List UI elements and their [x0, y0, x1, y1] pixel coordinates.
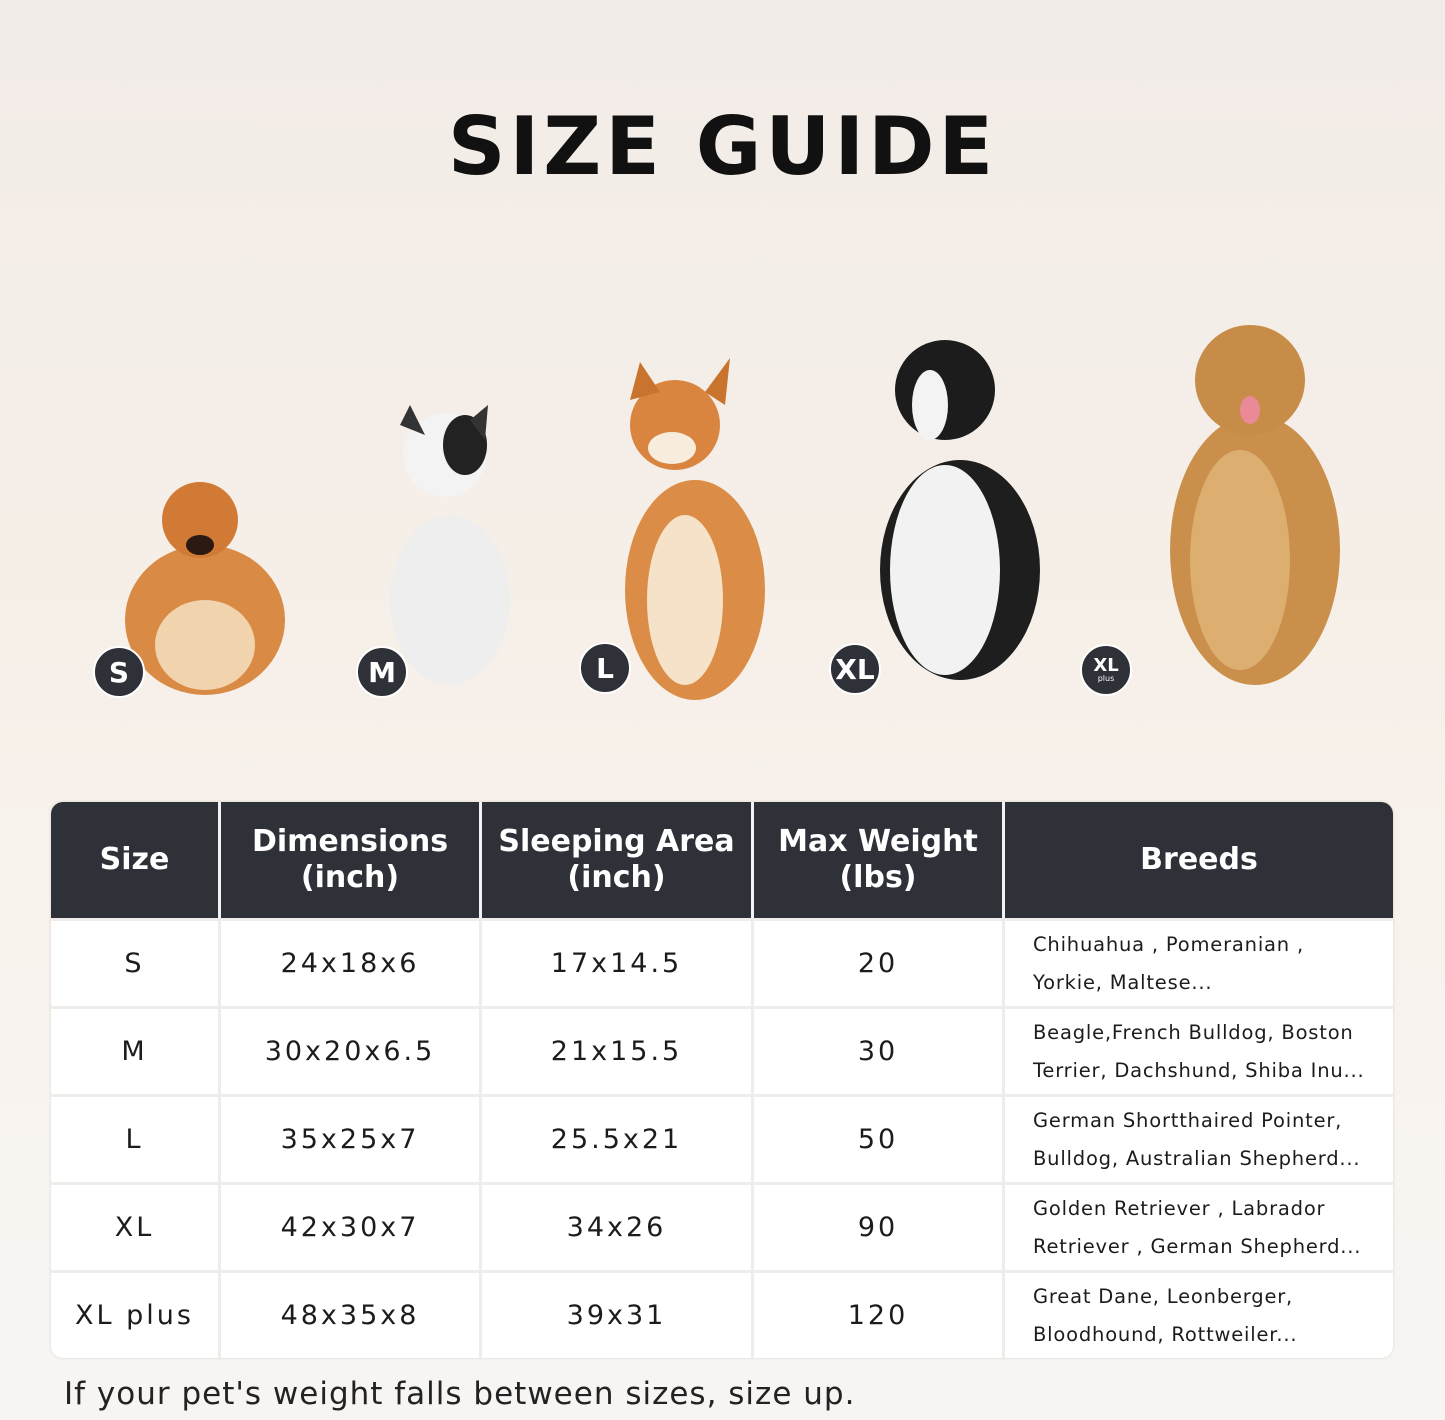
badge-sublabel: plus	[1097, 674, 1115, 683]
max-weight-cell: 120	[754, 1273, 1005, 1358]
table-row: XL 42x30x7 34x26 90 Golden Retriever , Labra…	[51, 1182, 1393, 1270]
header-max-weight: Max Weight (lbs)	[754, 802, 1005, 918]
header-line: Dimensions	[251, 824, 449, 859]
shiba-inu-image	[625, 358, 765, 700]
sleeping-area-cell: 21x15.5	[482, 1009, 754, 1094]
max-weight-cell: 20	[754, 921, 1005, 1006]
breeds-cell: Great Dane, Leonberger, Bloodhound, Rottw…	[1005, 1273, 1393, 1358]
breeds-cell: Golden Retriever , Labrador Retriever , G…	[1005, 1185, 1393, 1270]
golden-retriever-image	[1170, 325, 1340, 685]
size-badge-xl: XL	[829, 643, 881, 695]
header-size: Size	[51, 802, 221, 918]
dog-photos	[125, 325, 1340, 700]
breeds-cell: Chihuahua , Pomeranian , Yorkie, Maltese.…	[1005, 921, 1393, 1006]
header-line: Sleeping Area	[498, 824, 735, 859]
breeds-line: Beagle,French Bulldog, Boston	[1033, 1020, 1354, 1044]
size-table: Size Dimensions (inch) Sleeping Area (inch…	[51, 802, 1393, 1358]
header-dimensions: Dimensions (inch)	[221, 802, 482, 918]
page-title: SIZE GUIDE	[447, 100, 998, 193]
table-row: XL plus 48x35x8 39x31 120 Great Dane, Leonbe…	[51, 1270, 1393, 1358]
breeds-text: Golden Retriever , Labrador Retriever , G…	[1033, 1190, 1361, 1266]
size-up-note: If your pet's weight falls between sizes…	[64, 1376, 856, 1412]
breeds-line: Yorkie, Maltese...	[1033, 970, 1213, 994]
sleeping-area-cell: 17x14.5	[482, 921, 754, 1006]
header-text: Sleeping Area (inch)	[498, 824, 734, 896]
size-badge-xl-plus: XL plus	[1080, 644, 1132, 696]
breeds-line: German Shortthaired Pointer,	[1033, 1108, 1343, 1132]
header-text: Size	[99, 842, 170, 877]
header-line: Max Weight	[778, 824, 978, 859]
size-cell: M	[51, 1009, 221, 1094]
breeds-text: German Shortthaired Pointer, Bulldog, Aus…	[1033, 1102, 1360, 1178]
badge-label: M	[368, 655, 396, 689]
dimensions-cell: 42x30x7	[221, 1185, 482, 1270]
size-cell: XL	[51, 1185, 221, 1270]
size-badge-s: S	[93, 646, 145, 698]
breeds-text: Beagle,French Bulldog, Boston Terrier, Da…	[1033, 1014, 1365, 1090]
size-cell: L	[51, 1097, 221, 1182]
breeds-line: Bloodhound, Rottweiler...	[1033, 1322, 1298, 1346]
dimensions-cell: 30x20x6.5	[221, 1009, 482, 1094]
size-badge-m: M	[356, 646, 408, 698]
badge-label: XL	[1093, 655, 1119, 676]
header-sleeping-area: Sleeping Area (inch)	[482, 802, 754, 918]
breeds-line: Chihuahua , Pomeranian ,	[1033, 932, 1304, 956]
size-cell: S	[51, 921, 221, 1006]
breeds-text: Great Dane, Leonberger, Bloodhound, Rottw…	[1033, 1278, 1297, 1354]
breeds-line: Terrier, Dachshund, Shiba Inu...	[1033, 1058, 1365, 1082]
breeds-line: Great Dane, Leonberger,	[1033, 1284, 1294, 1308]
header-text: Max Weight (lbs)	[778, 824, 978, 896]
dimensions-cell: 35x25x7	[221, 1097, 482, 1182]
dimensions-cell: 48x35x8	[221, 1273, 482, 1358]
breeds-line: Retriever , German Shepherd...	[1033, 1234, 1362, 1258]
max-weight-cell: 50	[754, 1097, 1005, 1182]
breeds-cell: German Shortthaired Pointer, Bulldog, Aus…	[1005, 1097, 1393, 1182]
header-line: (inch)	[300, 860, 400, 895]
size-badge-l: L	[579, 642, 631, 694]
border-collie-image	[880, 340, 1040, 680]
table-row: M 30x20x6.5 21x15.5 30 Beagle,French Bulldog…	[51, 1006, 1393, 1094]
badge-label: S	[108, 655, 130, 689]
sleeping-area-cell: 39x31	[482, 1273, 754, 1358]
header-text: Dimensions (inch)	[252, 824, 448, 896]
table-row: S 24x18x6 17x14.5 20 Chihuahua , Pomeranian …	[51, 918, 1393, 1006]
size-cell: XL plus	[51, 1273, 221, 1358]
french-bulldog-image	[390, 405, 510, 685]
header-breeds: Breeds	[1005, 802, 1393, 918]
header-text: Breeds	[1140, 842, 1258, 877]
table-row: L 35x25x7 25.5x21 50 German Shortthaired Poi…	[51, 1094, 1393, 1182]
breeds-line: Golden Retriever , Labrador	[1033, 1196, 1326, 1220]
header-line: (inch)	[567, 860, 666, 895]
sleeping-area-cell: 34x26	[482, 1185, 754, 1270]
breeds-line: Bulldog, Australian Shepherd...	[1033, 1146, 1361, 1170]
badge-label: XL	[835, 652, 875, 686]
breeds-cell: Beagle,French Bulldog, Boston Terrier, Da…	[1005, 1009, 1393, 1094]
max-weight-cell: 90	[754, 1185, 1005, 1270]
breeds-text: Chihuahua , Pomeranian , Yorkie, Maltese.…	[1033, 926, 1304, 1002]
pomeranian-image	[125, 482, 285, 695]
badge-label: L	[596, 651, 614, 685]
header-line: (lbs)	[839, 860, 917, 895]
max-weight-cell: 30	[754, 1009, 1005, 1094]
sleeping-area-cell: 25.5x21	[482, 1097, 754, 1182]
table-header: Size Dimensions (inch) Sleeping Area (inch…	[51, 802, 1393, 918]
dimensions-cell: 24x18x6	[221, 921, 482, 1006]
